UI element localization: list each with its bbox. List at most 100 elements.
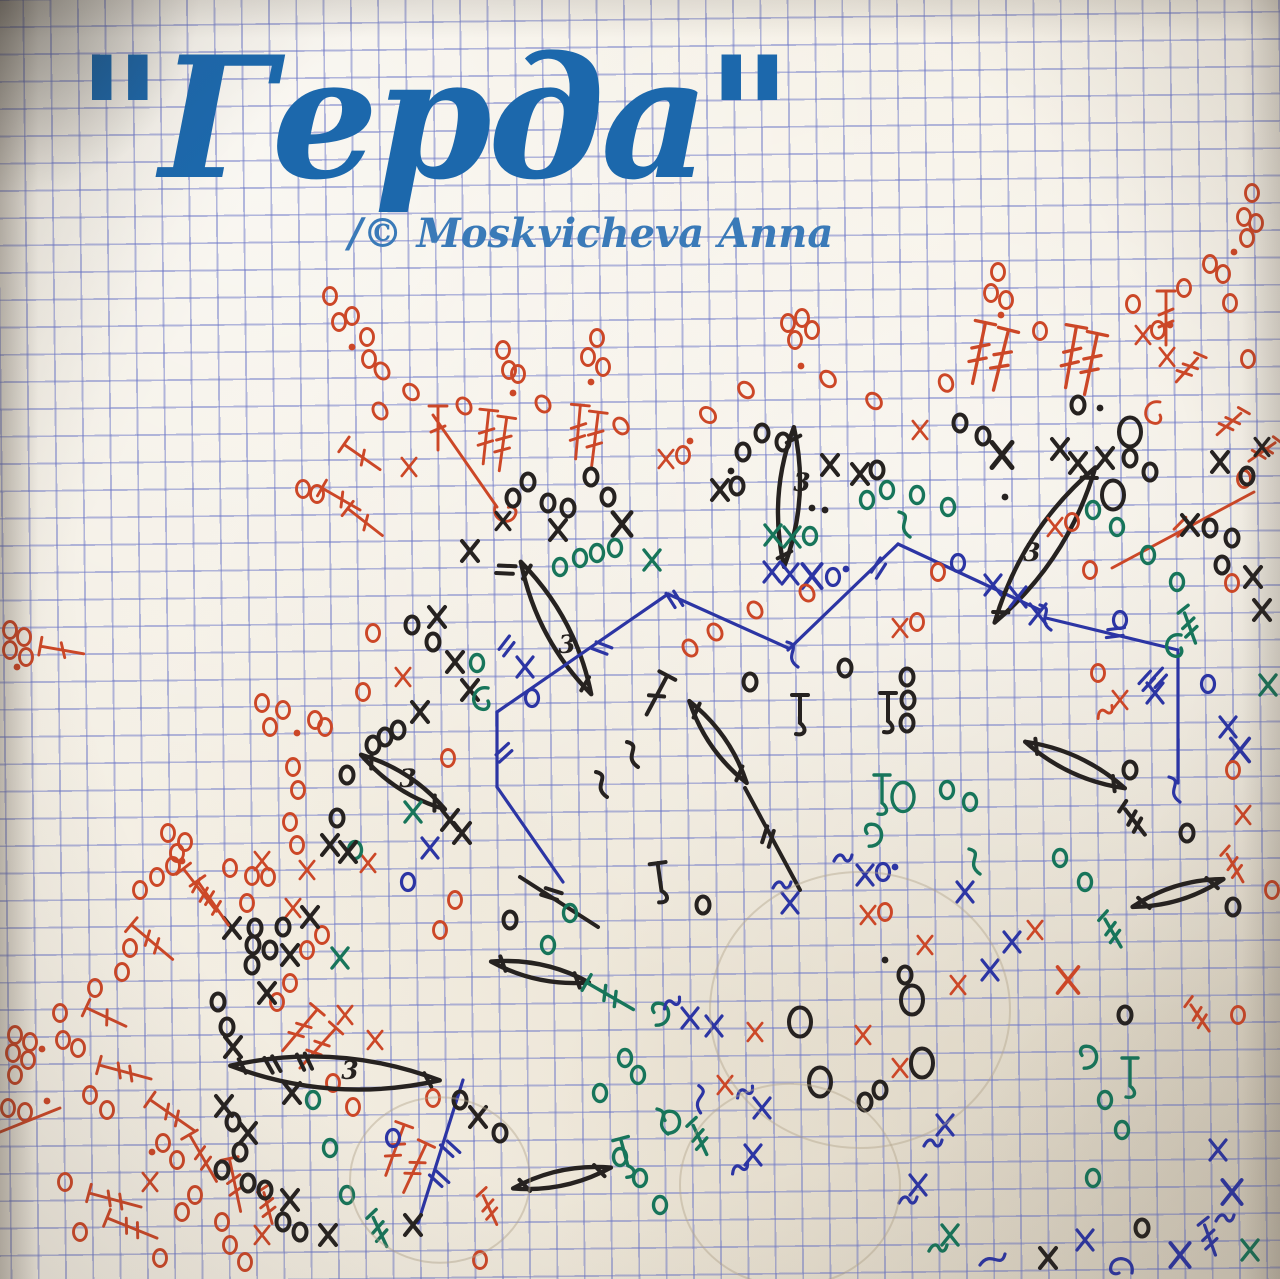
crochet-symbol-o	[961, 791, 979, 813]
crochet-symbol-o	[611, 1146, 629, 1168]
crochet-symbol-t2	[281, 1002, 326, 1053]
crochet-symbol-x	[1075, 1228, 1095, 1252]
crochet-symbol-x	[1046, 516, 1064, 538]
crochet-symbol-o	[801, 525, 819, 547]
crochet-symbol-o	[819, 369, 837, 389]
crochet-symbol-o	[389, 719, 407, 741]
crochet-symbol-o	[539, 492, 557, 514]
crochet-symbol-t2	[383, 1120, 415, 1177]
crochet-symbol-dot	[727, 467, 735, 475]
crochet-symbol-leaf	[1022, 736, 1128, 794]
crochet-symbol-o	[1238, 465, 1256, 487]
crochet-symbol-o	[899, 689, 917, 711]
crochet-symbol-t1	[80, 998, 128, 1028]
crochet-symbol-faint	[709, 871, 1011, 1149]
crochet-symbol-o	[551, 556, 569, 578]
crochet-symbol-x	[280, 943, 300, 967]
crochet-symbol-o	[52, 1003, 68, 1023]
crochet-symbol-o	[237, 1252, 253, 1272]
crochet-symbol-o	[214, 1212, 230, 1232]
crochet-symbol-t1	[37, 635, 86, 660]
crochet-symbol-x	[1055, 965, 1081, 995]
crochet-symbol-o	[896, 964, 914, 986]
crochet-symbol-x	[1243, 565, 1263, 589]
crochet-symbol-o	[734, 441, 752, 463]
crochet-symbol-x	[1145, 681, 1165, 705]
crochet-symbol-x	[716, 1074, 734, 1096]
crochet-symbol-o	[57, 1172, 73, 1192]
crochet-symbol-O	[890, 780, 916, 814]
crochet-symbol-s	[897, 510, 912, 539]
crochet-symbol-o	[246, 917, 264, 939]
crochet-symbol-o	[2, 640, 18, 660]
crochet-symbol-dot	[821, 506, 829, 514]
crochet-symbol-o	[1201, 517, 1219, 539]
crochet-symbol-x	[949, 974, 967, 996]
crochet-symbol-tilde	[897, 1195, 919, 1205]
crochet-symbol-o	[1051, 847, 1069, 869]
crochet-symbol-hook	[1109, 1257, 1134, 1276]
crochet-symbol-o	[631, 1167, 649, 1189]
crochet-symbol-o	[616, 1047, 634, 1069]
crochet-symbol-dsl	[438, 1139, 462, 1159]
crochet-symbol-line	[495, 592, 670, 714]
crochet-symbol-o	[7, 1065, 23, 1085]
crochet-symbol-o	[798, 583, 816, 603]
crochet-symbol-o	[675, 445, 691, 465]
crochet-symbol-dot	[842, 565, 850, 573]
crochet-symbol-o	[908, 484, 926, 506]
svg-text:3: 3	[341, 1056, 358, 1085]
crochet-symbol-o	[231, 1141, 249, 1163]
crochet-symbol-o	[898, 666, 916, 688]
crochet-symbol-o	[591, 1082, 609, 1104]
crochet-symbol-x	[859, 904, 877, 926]
crochet-symbol-x	[1218, 715, 1238, 739]
crochet-symbol-faint	[349, 1096, 531, 1264]
crochet-symbol-o	[5, 1043, 21, 1063]
crochet-symbol-leaf	[510, 1163, 614, 1193]
crochet-symbol-o	[898, 712, 916, 734]
crochet-symbol-line	[431, 413, 499, 509]
crochet-symbol-t1	[315, 478, 362, 512]
crochet-symbol-x	[1111, 689, 1129, 711]
crochet-symbol-t2	[402, 1138, 437, 1194]
crochet-symbol-tj	[1120, 1056, 1140, 1099]
crochet-symbol-o	[1264, 880, 1280, 900]
crochet-symbol-o	[440, 748, 456, 768]
crochet-symbol-x	[452, 821, 472, 845]
crochet-symbol-o	[787, 330, 803, 350]
crochet-symbol-tx	[256, 1183, 277, 1225]
crochet-symbol-tilde	[1214, 1213, 1236, 1223]
crochet-symbol-o	[2, 620, 18, 640]
crochet-symbol-x	[1228, 736, 1252, 764]
crochet-symbol-o	[539, 934, 557, 956]
crochet-symbol-o	[836, 657, 854, 679]
crochet-symbol-t2	[1155, 289, 1177, 347]
crochet-symbol-x	[366, 1029, 384, 1051]
crochet-symbol-x	[300, 905, 320, 929]
crochet-symbol-tj	[790, 693, 810, 737]
crochet-symbol-x	[548, 518, 568, 542]
crochet-symbol-leaf	[687, 698, 749, 786]
crochet-symbol-o	[1082, 560, 1098, 580]
crochet-symbol-line	[666, 592, 790, 650]
crochet-symbol-o	[1076, 871, 1094, 893]
crochet-symbol-t2	[298, 1020, 345, 1070]
crochet-symbol-x	[282, 1081, 302, 1105]
crochet-symbol-x	[298, 859, 316, 881]
crochet-symbol-o	[256, 1179, 274, 1201]
crochet-symbol-leaf	[228, 1054, 442, 1092]
crochet-symbol-line	[786, 542, 900, 652]
crochet-symbol-o	[998, 290, 1014, 310]
crochet-symbol-o	[177, 832, 193, 852]
crochet-symbol-o	[218, 1016, 236, 1038]
crochet-symbol-dsl	[262, 1054, 283, 1075]
crochet-symbol-t2	[1059, 322, 1089, 390]
crochet-symbol-o	[160, 823, 176, 843]
svg-text:3: 3	[1023, 538, 1040, 567]
crochet-symbol-o	[239, 893, 255, 913]
crochet-symbol-o	[82, 1085, 98, 1105]
crochet-symbol-o	[355, 682, 371, 702]
crochet-symbol-x	[854, 1024, 872, 1046]
crochet-symbol-o	[365, 623, 381, 643]
